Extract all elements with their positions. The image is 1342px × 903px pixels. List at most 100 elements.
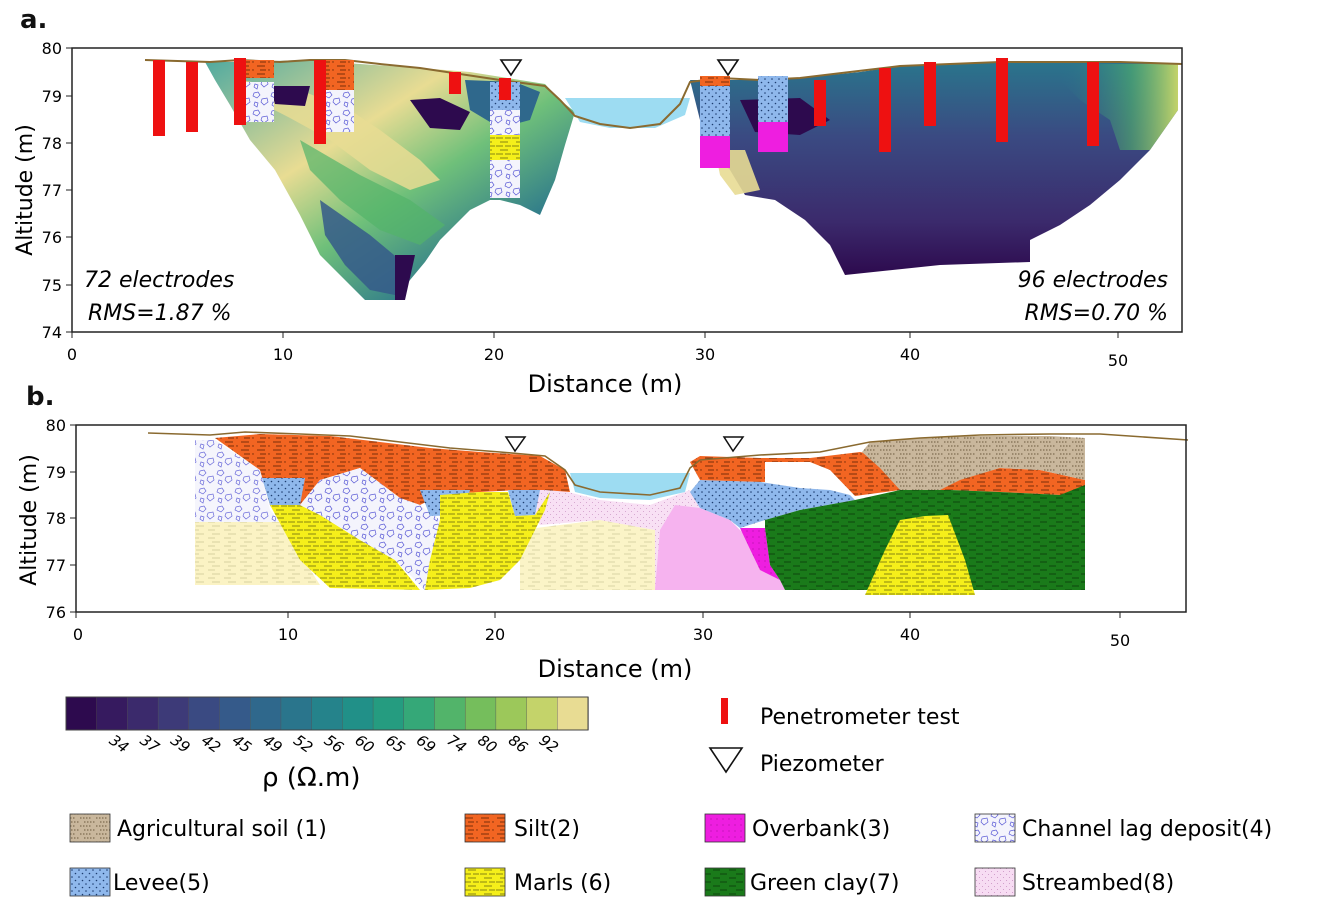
streambed-center xyxy=(520,490,700,590)
y-tick-label: 78 xyxy=(42,134,62,153)
x-tick-label: 30 xyxy=(695,345,715,364)
colorbar-tick-label: 49 xyxy=(259,731,285,757)
piezometer-legend-label: Piezometer xyxy=(760,752,885,777)
channel-lag-swatch xyxy=(974,813,1016,843)
legend-label: Streambed(8) xyxy=(1022,871,1174,896)
borehole-logs-left xyxy=(244,60,520,198)
y-tick-label: 77 xyxy=(42,181,62,200)
panel-a-ylabel: Altitude (m) xyxy=(13,124,38,256)
x-tick-label: 40 xyxy=(900,625,920,644)
agricultural-soil xyxy=(862,436,1085,490)
colorbar-cell xyxy=(403,696,436,731)
left-rms-annotation: RMS=1.87 % xyxy=(88,301,232,326)
overbank-swatch xyxy=(704,813,746,843)
colorbar-tick-label: 69 xyxy=(413,731,439,757)
silt-left xyxy=(215,434,570,505)
x-tick-label: 30 xyxy=(693,625,713,644)
colorbar-tick-label: 37 xyxy=(137,731,163,757)
colorbar-cell xyxy=(65,696,98,731)
resistivity-section-left xyxy=(205,60,575,300)
unit-legend: Agricultural soil (1) Silt(2) Overbank(3… xyxy=(69,813,1272,897)
colorbar-cell xyxy=(434,696,466,731)
colorbar-tick-label: 92 xyxy=(536,731,562,757)
channel-lag-center xyxy=(300,468,440,590)
legend-label: Overbank(3) xyxy=(752,817,890,842)
colorbar-tick-label: 60 xyxy=(352,731,378,757)
colorbar-frame xyxy=(65,696,589,731)
y-tick-label: 79 xyxy=(46,463,66,482)
y-tick-label: 76 xyxy=(46,603,66,622)
x-tick-label: 0 xyxy=(73,625,83,644)
colorbar: 34 37 39 42 45 49 52 56 60 65 69 74 80 86 92 ρ (Ω.m) xyxy=(65,696,589,793)
piezometer-icon xyxy=(499,59,523,77)
colorbar-tick-label: 56 xyxy=(321,731,347,757)
legend-label: Agricultural soil (1) xyxy=(117,817,327,842)
channel-lag-left xyxy=(195,440,280,522)
panel-a-x-ticks: 0 10 20 30 40 50 xyxy=(67,332,1128,370)
piezometer-icon xyxy=(504,436,527,453)
colorbar-cell xyxy=(372,696,405,731)
topography-line xyxy=(147,431,1189,496)
marls-right xyxy=(865,515,975,595)
legend-label: Green clay(7) xyxy=(750,871,900,896)
piezometer-icon xyxy=(722,436,745,453)
colorbar-tick-label: 34 xyxy=(106,731,132,757)
left-electrodes-annotation: 72 electrodes xyxy=(84,268,234,293)
right-rms-annotation: RMS=0.70 % xyxy=(1024,301,1168,326)
levee-swatch xyxy=(69,867,111,897)
piezometer-icon xyxy=(708,747,744,774)
colorbar-cell xyxy=(157,696,190,731)
marls-light-center xyxy=(520,520,655,590)
colorbar-cell xyxy=(127,696,159,731)
marls-center xyxy=(425,492,550,590)
x-tick-label: 40 xyxy=(900,345,920,364)
marls-swatch xyxy=(464,867,506,897)
penetrometer-icon xyxy=(721,698,728,724)
colorbar-tick-labels: 34 37 39 42 45 49 52 56 60 65 69 74 80 86 92 xyxy=(106,731,562,757)
colorbar-cell xyxy=(557,696,589,731)
y-tick-label: 79 xyxy=(42,87,62,106)
x-tick-label: 0 xyxy=(67,345,77,364)
river-water xyxy=(565,98,690,128)
penetrometer-bars xyxy=(153,58,1099,152)
y-tick-label: 76 xyxy=(42,228,62,247)
right-electrodes-annotation: 96 electrodes xyxy=(1018,268,1168,293)
silt-swatch xyxy=(464,813,506,843)
symbol-legend: Penetrometer test Piezometer xyxy=(708,698,960,777)
y-tick-label: 78 xyxy=(46,509,66,528)
geological-model xyxy=(195,434,1085,595)
panel-b: b. xyxy=(17,382,1189,683)
panel-b-y-ticks: 80 79 78 77 76 xyxy=(46,416,76,622)
colorbar-cell xyxy=(464,696,497,731)
colorbar-cells xyxy=(65,696,589,731)
colorbar-label: ρ (Ω.m) xyxy=(262,763,361,793)
x-tick-label: 20 xyxy=(484,345,504,364)
marls-left xyxy=(270,505,420,590)
colorbar-tick-label: 65 xyxy=(382,731,408,757)
colorbar-cell xyxy=(311,696,344,731)
panel-b-label: b. xyxy=(26,382,55,412)
colorbar-cell xyxy=(219,696,251,731)
y-tick-label: 74 xyxy=(42,323,62,342)
colorbar-cell xyxy=(250,696,282,731)
colorbar-cell xyxy=(96,696,129,731)
panel-a-label: a. xyxy=(20,5,47,35)
levee-pod xyxy=(508,490,540,516)
panel-b-x-ticks: 0 10 20 30 40 50 xyxy=(73,612,1130,650)
legend-label: Marls (6) xyxy=(514,871,611,896)
y-tick-label: 80 xyxy=(42,39,62,58)
legend-label: Channel lag deposit(4) xyxy=(1022,817,1272,842)
colorbar-cell xyxy=(342,696,374,731)
y-tick-label: 75 xyxy=(42,276,62,295)
colorbar-tick-label: 45 xyxy=(229,731,255,757)
x-tick-label: 10 xyxy=(278,625,298,644)
colorbar-tick-label: 74 xyxy=(444,731,470,757)
agricultural-soil-swatch xyxy=(69,813,111,843)
colorbar-cell xyxy=(495,696,528,731)
colorbar-tick-label: 42 xyxy=(198,731,224,757)
x-tick-label: 10 xyxy=(273,345,293,364)
piezometer-icon xyxy=(716,59,740,77)
penetrometer-legend-label: Penetrometer test xyxy=(760,705,960,730)
x-tick-label: 50 xyxy=(1110,631,1130,650)
